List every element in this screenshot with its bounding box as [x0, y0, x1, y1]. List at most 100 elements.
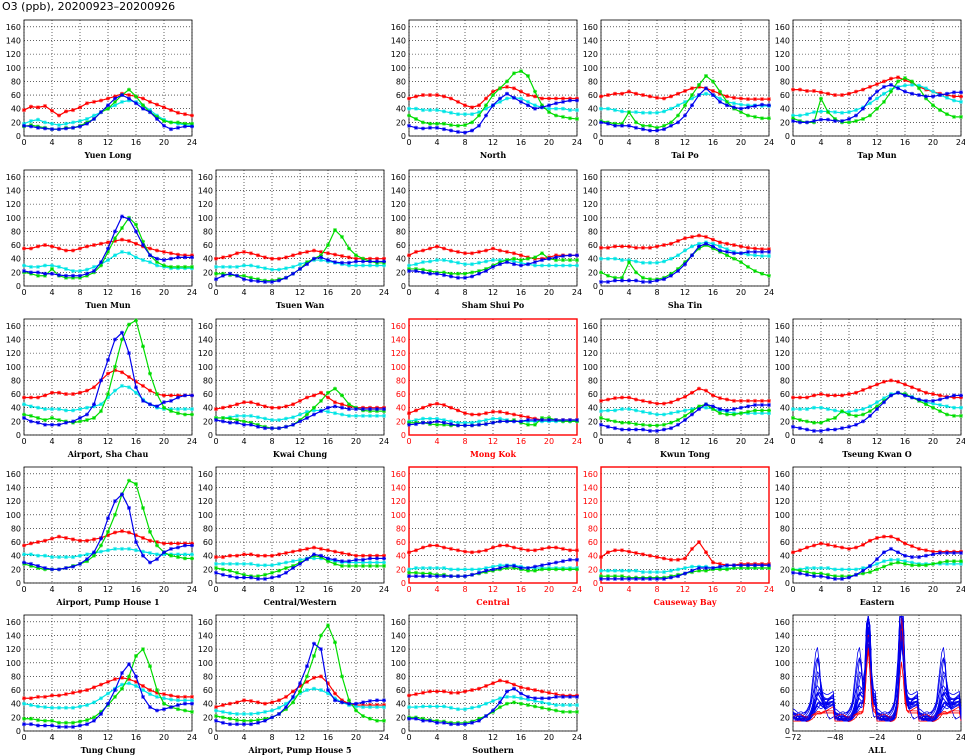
data-point	[277, 278, 281, 283]
data-point	[113, 94, 117, 99]
y-tick-label: 60	[11, 538, 21, 547]
data-point	[561, 106, 565, 111]
data-point	[36, 244, 40, 249]
data-point	[924, 96, 928, 101]
data-point	[697, 93, 701, 98]
data-point	[183, 124, 187, 129]
data-point	[896, 550, 900, 555]
x-tick-label: 0	[21, 733, 26, 742]
y-tick-label: 100	[583, 64, 598, 73]
data-point	[498, 700, 502, 705]
data-point	[162, 541, 166, 546]
data-point	[382, 705, 386, 710]
data-point	[214, 555, 218, 560]
data-point	[498, 678, 502, 683]
data-point	[127, 351, 131, 356]
data-point	[854, 118, 858, 123]
data-point	[85, 552, 89, 557]
data-point	[554, 253, 558, 258]
y-tick-label: 40	[11, 700, 21, 709]
data-point	[606, 574, 610, 579]
data-point	[183, 708, 187, 713]
series-line	[23, 319, 192, 424]
data-point	[99, 260, 103, 265]
data-point	[561, 263, 565, 268]
data-point	[505, 563, 509, 568]
x-tick-label: 4	[49, 733, 54, 742]
data-point	[333, 228, 337, 233]
data-point	[375, 409, 379, 414]
data-point	[868, 96, 872, 101]
data-point	[382, 563, 386, 568]
data-point	[421, 545, 425, 550]
data-point	[449, 271, 453, 276]
data-point	[442, 417, 446, 422]
data-point	[676, 253, 680, 258]
data-point	[22, 395, 26, 400]
data-point	[106, 96, 110, 101]
data-point	[739, 260, 743, 265]
data-point	[575, 116, 579, 121]
data-point	[449, 123, 453, 128]
panel-title: Kwun Tong	[660, 449, 710, 459]
data-point	[340, 393, 344, 398]
data-point	[442, 273, 446, 278]
data-point	[29, 561, 33, 566]
data-point	[57, 264, 61, 269]
data-point	[627, 549, 631, 554]
data-point	[662, 556, 666, 561]
data-point	[868, 113, 872, 118]
data-point	[746, 565, 750, 570]
data-point	[910, 91, 914, 96]
data-point	[340, 559, 344, 564]
data-point	[554, 567, 558, 572]
data-point	[519, 419, 523, 424]
data-point	[113, 337, 117, 342]
data-point	[805, 395, 809, 400]
data-point	[568, 258, 572, 263]
x-tick-label: 24	[572, 733, 582, 742]
data-point	[92, 385, 96, 390]
x-tick-label: 16	[516, 585, 526, 594]
data-point	[435, 704, 439, 709]
data-point	[85, 703, 89, 708]
data-point	[676, 238, 680, 243]
data-point	[36, 105, 40, 110]
data-point	[183, 552, 187, 557]
data-point	[127, 674, 131, 679]
data-point	[519, 258, 523, 263]
data-point	[319, 633, 323, 638]
data-point	[910, 82, 914, 87]
y-tick-label: 100	[6, 511, 21, 520]
x-tick-label: 8	[846, 437, 851, 446]
data-point	[435, 543, 439, 548]
data-point	[613, 244, 617, 249]
data-point	[456, 420, 460, 425]
data-point	[176, 707, 180, 712]
data-point	[819, 574, 823, 579]
data-point	[354, 708, 358, 713]
y-tick-label: 140	[391, 36, 406, 45]
data-point	[141, 553, 145, 558]
data-point	[43, 723, 47, 728]
data-point	[760, 102, 764, 107]
y-tick-label: 140	[6, 335, 21, 344]
data-point	[312, 545, 316, 550]
data-point	[176, 110, 180, 115]
y-tick-label: 0	[16, 579, 21, 588]
data-point	[449, 546, 453, 551]
data-point	[298, 691, 302, 696]
data-point	[263, 701, 267, 706]
data-point	[64, 392, 68, 397]
data-point	[361, 563, 365, 568]
data-point	[613, 123, 617, 128]
data-point	[249, 698, 253, 703]
data-point	[382, 698, 386, 703]
data-point	[64, 535, 68, 540]
data-point	[43, 417, 47, 422]
data-point	[228, 553, 232, 558]
data-point	[463, 423, 467, 428]
data-point	[162, 400, 166, 405]
data-point	[568, 694, 572, 699]
data-point	[561, 114, 565, 119]
